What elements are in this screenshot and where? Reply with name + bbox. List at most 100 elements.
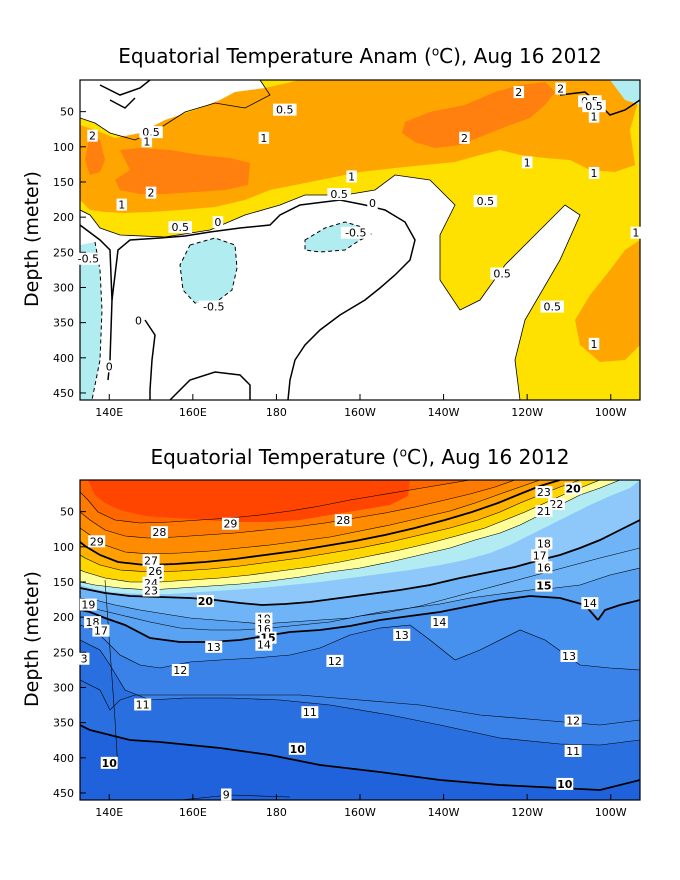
contour-label: 15 <box>536 580 551 593</box>
contour-label-bg <box>134 698 152 711</box>
contour-label-bg <box>73 252 104 265</box>
contour-label: -0.5 <box>203 301 224 314</box>
x-tick-label: 160W <box>344 806 376 819</box>
contour-label: 0.5 <box>493 268 511 281</box>
contour-label-bg <box>564 482 582 495</box>
contour-label: 1 <box>632 227 639 240</box>
contour-label-bg <box>560 649 578 662</box>
y-tick-label: 450 <box>53 787 74 800</box>
contour-label-bg <box>555 82 566 95</box>
y-tick-label: 200 <box>53 211 74 224</box>
contour-label: 2 <box>557 83 564 96</box>
contour-label: 28 <box>336 514 350 527</box>
y-tick-label: 200 <box>53 611 74 624</box>
contour-label-bg <box>221 788 232 801</box>
contour-label-bg <box>588 166 600 179</box>
contour-label-bg <box>513 86 525 99</box>
contour-label-bg <box>150 526 168 539</box>
contour-label-bg <box>327 188 351 201</box>
y-tick-label: 150 <box>53 176 74 189</box>
y-tick-label: 300 <box>53 281 74 294</box>
contour-label: 23 <box>144 585 158 598</box>
title-text: Equatorial Temperature ( <box>150 445 400 469</box>
contour-label: 9 <box>223 788 230 801</box>
anomaly-contours <box>80 80 640 400</box>
y-tick-label: 50 <box>60 506 74 519</box>
y-tick-label: 350 <box>53 717 74 730</box>
contour-label: 20 <box>198 595 214 608</box>
contour-label: 28 <box>152 526 166 539</box>
contour-label: 0 <box>214 216 221 229</box>
contour-label-bg <box>142 554 160 567</box>
contour-label: 12 <box>566 715 580 728</box>
contour-label: 29 <box>90 535 104 548</box>
title-unit: C), Aug 16 2012 <box>439 44 602 68</box>
contour-label: 2 <box>461 132 468 145</box>
chart-title-temperature: Equatorial Temperature (oC), Aug 16 2012 <box>150 445 570 469</box>
contour-label: 13 <box>207 641 221 654</box>
contour-label-bg <box>393 628 411 641</box>
x-tick-label: 100W <box>595 406 627 419</box>
x-tick-label: 120W <box>511 406 543 419</box>
contour-label-bg <box>145 186 157 199</box>
contour-label: 17 <box>533 549 547 562</box>
contour-label-bg <box>87 129 98 142</box>
contour-label-bg <box>255 638 273 651</box>
contour-label: 12 <box>328 655 342 668</box>
contour-label: -0.5 <box>345 227 366 240</box>
contour-label-bg <box>564 744 582 757</box>
anomaly-contour-labels: 0.520.5112220.50.51111210.500.50.50-0.51… <box>73 82 642 373</box>
contour-label-bg <box>100 756 118 769</box>
contour-label: 19 <box>81 599 95 612</box>
y-tick-label: 100 <box>53 141 74 154</box>
y-tick-label: 300 <box>53 681 74 694</box>
contour-label-bg <box>116 198 128 211</box>
contour-label-bg <box>205 640 223 653</box>
contour-label: 14 <box>257 639 271 652</box>
contour-label-bg <box>133 314 144 327</box>
contour-label: 23 <box>537 486 551 499</box>
contour-label: 0.5 <box>585 100 603 113</box>
contour-label: 1 <box>591 111 598 124</box>
contour-label: 22 <box>549 498 563 511</box>
contour-label-bg <box>556 777 574 790</box>
contour-label-bg <box>588 110 600 123</box>
contour-label: 27 <box>144 554 158 567</box>
contour-label: 2 <box>148 187 155 200</box>
y-tick-label: 400 <box>53 752 74 765</box>
contour-label-bg <box>346 170 357 183</box>
contour-label-bg <box>535 561 553 574</box>
contour-label-bg <box>430 616 448 629</box>
contour-label-bg <box>273 103 297 116</box>
contour-label: 1 <box>591 338 598 351</box>
contour-label-bg <box>581 597 599 610</box>
contour-label: 14 <box>583 597 597 610</box>
contour-label-bg <box>301 706 319 719</box>
x-tick-label: 180 <box>266 406 287 419</box>
contour-label-bg <box>141 135 153 148</box>
contour-label-bg <box>198 300 229 313</box>
anomaly-fill <box>80 80 640 400</box>
contour-label: 0 <box>106 360 113 373</box>
contour-label-bg <box>221 517 239 530</box>
contour-label: 13 <box>395 629 409 642</box>
contour-label: 1 <box>591 167 598 180</box>
contour-label-bg <box>196 595 214 608</box>
contour-label-bg <box>139 126 163 139</box>
x-tick-label: 160W <box>344 406 376 419</box>
contour-label: 1 <box>260 132 267 145</box>
contour-label: 17 <box>94 625 108 638</box>
contour-label-bg <box>588 337 600 350</box>
contour-label: 0.5 <box>276 104 294 117</box>
contour-label-bg <box>535 579 553 592</box>
contour-label-bg <box>142 584 160 597</box>
contour-label: 1 <box>118 199 125 212</box>
contour-label: 0.5 <box>330 188 348 201</box>
title-unit: C), Aug 16 2012 <box>406 445 570 469</box>
contour-label: 2 <box>515 86 522 99</box>
x-tick-label: 100W <box>595 806 627 819</box>
contour-label-bg <box>521 156 533 169</box>
contour-label: 10 <box>102 757 118 770</box>
